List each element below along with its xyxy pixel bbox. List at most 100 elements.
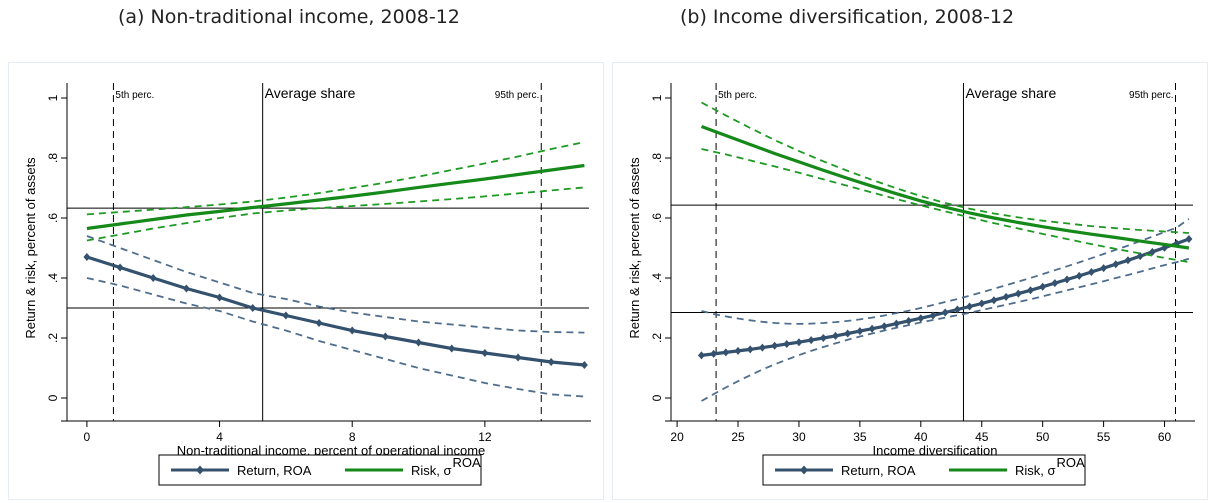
series-0-point <box>941 308 949 317</box>
legend-risk-label: Risk, σ <box>411 463 452 478</box>
legend-return-marker <box>196 465 204 475</box>
series-0-line <box>86 255 585 367</box>
series-0-point <box>795 338 803 347</box>
reference-line-label: Average share <box>965 85 1056 101</box>
x-tick-label: 40 <box>914 430 928 444</box>
series-0-point <box>381 332 389 341</box>
legend-box <box>158 454 482 486</box>
series-0-point <box>448 344 456 353</box>
series-0-point <box>216 293 224 302</box>
series-0-point <box>734 346 742 355</box>
series-0-point <box>249 304 257 312</box>
legend-return-label: Return, ROA <box>237 463 312 478</box>
series-0-point <box>929 311 937 320</box>
series-0-point <box>1100 264 1108 273</box>
series-0-point <box>580 361 588 369</box>
series-1-ci-upper <box>701 101 1189 234</box>
x-tick-label: 55 <box>1097 430 1111 444</box>
series-0-point <box>966 302 974 311</box>
x-axis-title: Non-traditional income, percent of opera… <box>177 443 486 458</box>
x-tick-label: 50 <box>1036 430 1050 444</box>
series-0-point <box>116 263 124 272</box>
series-0-point <box>880 322 888 331</box>
x-tick-label: 20 <box>670 430 684 444</box>
x-tick-label: 25 <box>731 430 745 444</box>
series-0-point <box>1185 235 1193 243</box>
y-tick-label: 1 <box>650 94 664 101</box>
series-0-point <box>953 305 961 314</box>
x-tick-label: 8 <box>349 430 356 444</box>
y-tick-label: 0 <box>46 394 60 401</box>
series-1-ci-upper <box>86 141 585 216</box>
series-0-point <box>1014 289 1022 298</box>
series-0-point <box>905 316 913 325</box>
series-0-point <box>149 274 157 282</box>
x-tick-label: 35 <box>853 430 867 444</box>
y-tick-label: .4 <box>650 273 664 283</box>
series-1-line <box>700 124 1190 250</box>
panel-a-title: (a) Non-traditional income, 2008-12 <box>118 6 460 28</box>
series-0-point <box>868 324 876 333</box>
series-0-point <box>315 319 323 327</box>
series-0-point <box>1026 286 1034 295</box>
legend-risk-superscript: ROA <box>453 455 482 470</box>
series-0-point <box>1148 247 1156 256</box>
legend-return-marker <box>800 465 808 475</box>
series-0-point <box>1075 271 1083 280</box>
y-tick-label: 0 <box>650 394 664 401</box>
x-axis-title: Income diversification <box>873 443 998 458</box>
series-0-point <box>83 253 91 261</box>
reference-line-label: 5th perc. <box>718 90 757 101</box>
reference-line-label: Average share <box>265 85 356 101</box>
x-tick-label: 12 <box>478 430 492 444</box>
y-tick-label: .8 <box>650 153 664 163</box>
series-0-point <box>990 296 998 305</box>
reference-line-label: 5th perc. <box>115 90 154 101</box>
series-0-point <box>1136 252 1144 261</box>
series-0-point <box>697 351 705 360</box>
series-0-point <box>282 311 290 320</box>
x-tick-label: 30 <box>792 430 806 444</box>
reference-line-label: 95th perc. <box>495 90 539 101</box>
series-0-point <box>978 299 986 308</box>
series-0-point <box>547 358 555 366</box>
y-tick-label: .6 <box>650 213 664 223</box>
series-0-point <box>1063 275 1071 284</box>
series-0-point <box>783 340 791 348</box>
series-0-point <box>182 284 190 293</box>
series-0-point <box>1124 256 1132 265</box>
series-0-point <box>415 338 423 347</box>
panel-b-chart: 0 .2 .4 .6 .8 1 20 25 30 35 40 45 50 55 60 Return & ris… <box>612 62 1208 500</box>
y-axis-title: Return & risk, percent of assets <box>23 157 38 339</box>
series-1-ci-lower <box>86 186 585 242</box>
y-tick-label: .6 <box>46 213 60 223</box>
legend-risk-superscript: ROA <box>1057 455 1086 470</box>
series-0-point <box>1002 292 1010 301</box>
panel-a-chart: 0 .2 .4 .6 .8 1 0 4 8 12 Return & risk, percent of… <box>8 62 604 500</box>
series-0-point <box>746 345 754 354</box>
series-0-point <box>1112 260 1120 269</box>
series-0-point <box>481 349 489 357</box>
series-0-point <box>917 314 925 323</box>
legend-risk-label: Risk, σ <box>1015 463 1056 478</box>
series-0-point <box>892 319 900 328</box>
series-0-point <box>807 336 815 345</box>
x-tick-label: 4 <box>216 430 223 444</box>
series-1-line <box>86 163 585 231</box>
x-tick-label: 45 <box>975 430 989 444</box>
series-0-point <box>832 331 840 340</box>
series-0-ci-lower <box>86 277 585 398</box>
panel-a-plot: 0 .2 .4 .6 .8 1 0 4 8 12 Return & risk, percent of… <box>23 83 591 486</box>
y-tick-label: 1 <box>46 94 60 101</box>
reference-line-label: 95th perc. <box>1129 90 1173 101</box>
series-0-point <box>1051 279 1059 288</box>
x-tick-label: 0 <box>84 430 91 444</box>
series-0-point <box>819 334 827 342</box>
y-tick-label: .8 <box>46 153 60 163</box>
panel-b-plot: 0 .2 .4 .6 .8 1 20 25 30 35 40 45 50 55 60 Return & ris… <box>627 83 1195 486</box>
series-0-ci-upper <box>86 235 585 334</box>
series-0-point <box>856 327 864 336</box>
y-tick-label: .2 <box>46 333 60 343</box>
series-0-point <box>844 329 852 338</box>
legend-return-label: Return, ROA <box>841 463 916 478</box>
